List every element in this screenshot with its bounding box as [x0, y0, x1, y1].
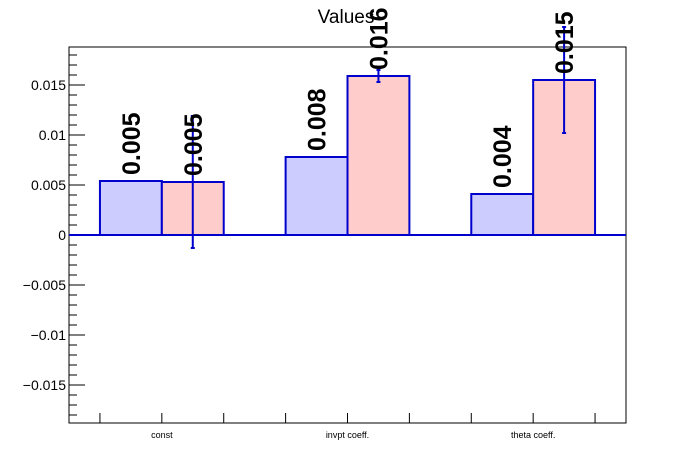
y-tick-label: −0.01: [31, 327, 67, 343]
data-labels: 0.005 0.008 0.004 0.005 0.016 0.015: [118, 7, 579, 188]
data-label: 0.004: [489, 125, 517, 188]
data-label: 0.016: [365, 7, 393, 70]
x-axis: const invpt coeff. theta coeff.: [99, 413, 596, 440]
y-tick-label: −0.005: [23, 277, 66, 293]
y-tick-label: −0.015: [23, 377, 66, 393]
bar: [470, 193, 535, 236]
error-bars: [190, 26, 567, 249]
x-category-label: invpt coeff.: [326, 430, 369, 440]
data-label: 0.008: [304, 88, 332, 151]
y-tick-label: 0.01: [39, 127, 66, 143]
bar: [346, 75, 411, 236]
bar: [284, 156, 349, 236]
y-tick-label: 0.015: [31, 77, 66, 93]
y-tick-label: 0: [58, 227, 66, 243]
bars: [98, 75, 597, 236]
data-label: 0.005: [118, 112, 146, 175]
bar: [98, 180, 163, 236]
x-category-label: const: [151, 430, 173, 440]
data-label: 0.005: [180, 113, 208, 176]
y-tick-label: 0.005: [31, 177, 66, 193]
y-axis: −0.015 −0.01 −0.005 0 0.005 0.01 0.015: [23, 54, 85, 416]
chart-title: Values: [318, 7, 375, 28]
x-category-label: theta coeff.: [511, 430, 555, 440]
data-label: 0.015: [551, 11, 579, 74]
